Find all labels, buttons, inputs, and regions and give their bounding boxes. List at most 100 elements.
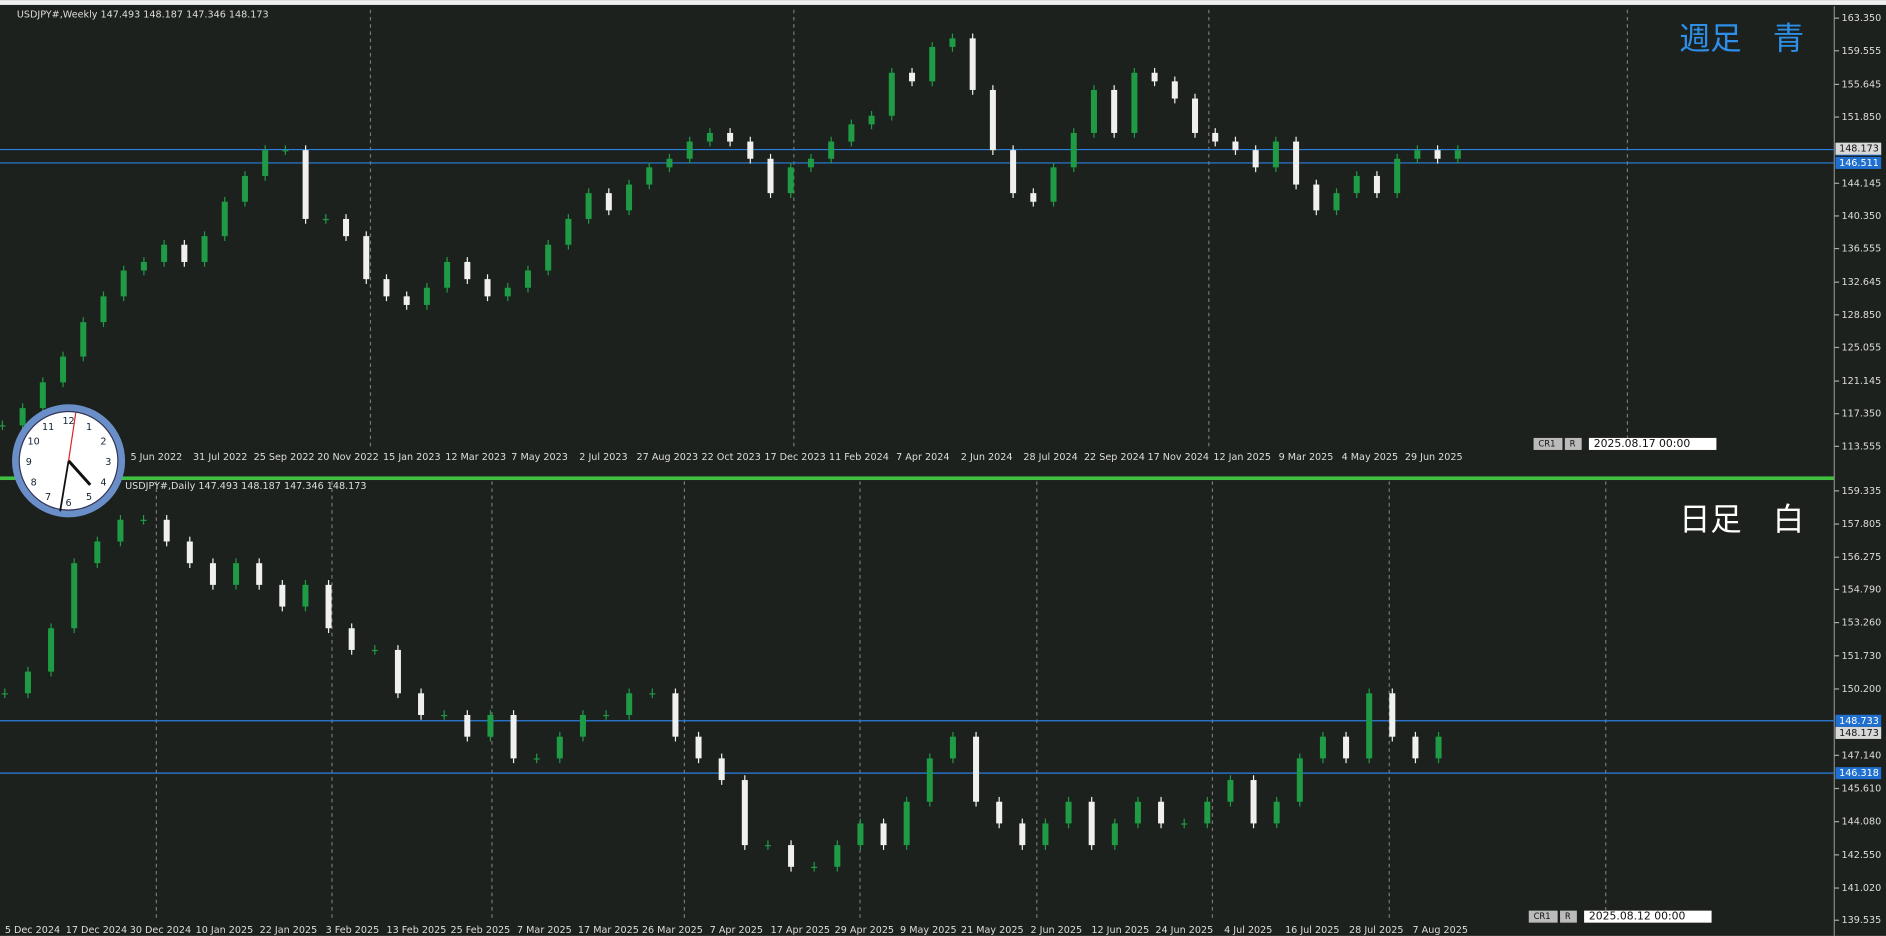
candle — [262, 150, 269, 176]
candle — [646, 167, 653, 185]
candle — [1, 693, 8, 695]
x-tick-label: 7 Apr 2025 — [710, 925, 763, 936]
candle — [1158, 801, 1165, 824]
candle — [302, 584, 309, 607]
candle — [209, 563, 216, 585]
candle — [1250, 780, 1257, 824]
y-tick-label: 151.850 — [1841, 112, 1881, 123]
y-tick-label: 147.140 — [1841, 750, 1881, 761]
candle — [423, 287, 430, 305]
level-label: 148.733 — [1839, 716, 1879, 727]
date-box-tag-label: R — [1565, 911, 1571, 921]
x-tick-label: 5 Dec 2024 — [5, 925, 60, 936]
candle — [343, 218, 350, 237]
x-tick-label: 2 Jul 2023 — [579, 452, 627, 463]
level-box — [1835, 714, 1882, 727]
candle — [1272, 141, 1279, 168]
candle — [929, 46, 936, 82]
x-tick-label: 4 May 2025 — [1342, 452, 1399, 463]
x-tick-label: 13 Feb 2025 — [387, 925, 447, 936]
y-tick-label: 117.350 — [1841, 409, 1881, 420]
svg-text:3: 3 — [105, 457, 111, 468]
candle — [989, 89, 996, 151]
candle — [545, 244, 552, 271]
candle — [117, 519, 124, 542]
x-tick-label: 31 Jul 2022 — [193, 452, 247, 463]
candle — [666, 158, 673, 168]
candle — [626, 693, 633, 715]
candle — [181, 244, 188, 262]
candle — [140, 519, 147, 522]
candle — [140, 261, 147, 271]
candle — [1134, 801, 1141, 824]
x-tick-label: 12 Jan 2025 — [1213, 452, 1271, 463]
frame-top — [0, 0, 1886, 5]
candle — [848, 124, 855, 142]
y-tick-label: 136.555 — [1841, 244, 1881, 255]
chart-header: USDJPY#,Daily 147.493 148.187 147.346 14… — [125, 481, 366, 492]
x-tick-label: 16 Jul 2025 — [1285, 925, 1339, 936]
candle — [949, 38, 956, 47]
candle — [1050, 167, 1057, 202]
x-tick-label: 29 Apr 2025 — [835, 925, 894, 936]
candle — [1435, 736, 1442, 759]
candle — [1131, 72, 1138, 133]
candle — [834, 845, 841, 867]
candle — [727, 132, 734, 142]
y-tick-label: 159.555 — [1841, 46, 1881, 57]
candle — [1090, 89, 1097, 133]
candle — [880, 823, 887, 846]
x-tick-label: 25 Feb 2025 — [450, 925, 510, 936]
candle — [487, 714, 494, 737]
x-tick-label: 12 Mar 2023 — [445, 452, 506, 463]
candle — [909, 72, 916, 82]
candle — [39, 382, 46, 409]
candle — [787, 167, 794, 194]
candle — [695, 736, 702, 759]
candle — [1204, 801, 1211, 824]
candle — [533, 758, 540, 760]
svg-text:9: 9 — [26, 457, 32, 468]
candle — [672, 693, 679, 737]
candle — [686, 141, 693, 159]
watermark: 日足 白 — [1679, 502, 1804, 538]
candle — [282, 150, 289, 152]
candle — [565, 218, 572, 245]
candle — [1232, 141, 1239, 151]
candle — [741, 780, 748, 846]
x-tick-label: 17 Nov 2024 — [1147, 452, 1209, 463]
candle — [1171, 81, 1178, 99]
candle — [969, 38, 976, 90]
candle — [161, 244, 168, 262]
candle — [1212, 132, 1219, 142]
x-tick-label: 9 Mar 2025 — [1279, 452, 1334, 463]
date-box-label: 2025.08.17 00:00 — [1594, 437, 1691, 450]
x-tick-label: 12 Jun 2025 — [1091, 925, 1149, 936]
date-box-tag-label: CR1 — [1534, 911, 1551, 921]
x-tick-label: 20 Nov 2022 — [317, 452, 379, 463]
candle — [788, 845, 795, 867]
candle — [1111, 823, 1118, 846]
separator — [0, 449, 1886, 477]
candle — [1414, 150, 1421, 159]
x-tick-label: 21 May 2025 — [961, 925, 1024, 936]
candle — [371, 649, 378, 652]
candle — [1042, 823, 1049, 846]
candle — [464, 261, 471, 280]
candle — [1394, 158, 1401, 194]
candle — [556, 736, 563, 759]
candle — [605, 193, 612, 211]
y-tick-label: 153.260 — [1841, 618, 1881, 629]
candle — [233, 563, 240, 585]
x-tick-label: 7 May 2023 — [511, 452, 568, 463]
candle — [603, 714, 610, 717]
chart-header: USDJPY#,Weekly 147.493 148.187 147.346 1… — [17, 10, 269, 21]
candle — [322, 218, 329, 221]
candle — [1333, 193, 1340, 211]
svg-text:12: 12 — [62, 416, 74, 427]
level-box — [1835, 156, 1882, 169]
y-tick-label: 163.350 — [1841, 13, 1881, 24]
candle — [0, 425, 6, 427]
candle — [484, 279, 491, 297]
x-tick-label: 10 Jan 2025 — [196, 925, 254, 936]
